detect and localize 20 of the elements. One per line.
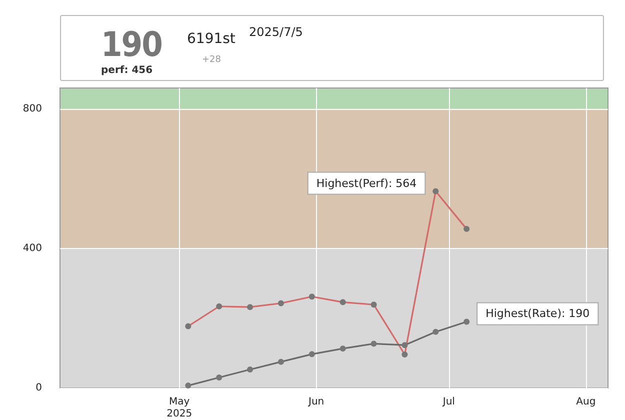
point — [432, 328, 439, 335]
point — [340, 346, 346, 352]
y-tick-label: 400 — [22, 242, 42, 254]
x-tick-label: May 2025 — [166, 396, 192, 420]
point — [370, 340, 377, 347]
point — [464, 318, 470, 325]
x-tick-label: Jun — [308, 396, 324, 408]
point — [308, 351, 315, 358]
y-tick-label: 0 — [36, 382, 42, 394]
point — [402, 342, 408, 348]
point — [185, 382, 192, 389]
info-card: 190 perf: 456 6191st +28 2025/7/5 — [60, 15, 604, 81]
x-tick-label: Aug — [576, 396, 596, 408]
point — [278, 358, 284, 365]
y-tick-label: 800 — [22, 103, 42, 114]
annotation: Highest(Rate): 190 — [486, 307, 590, 320]
point — [216, 374, 222, 381]
point — [247, 366, 254, 373]
annotation: Highest(Perf): 564 — [316, 176, 417, 190]
x-tick-label: Jul — [442, 396, 455, 408]
